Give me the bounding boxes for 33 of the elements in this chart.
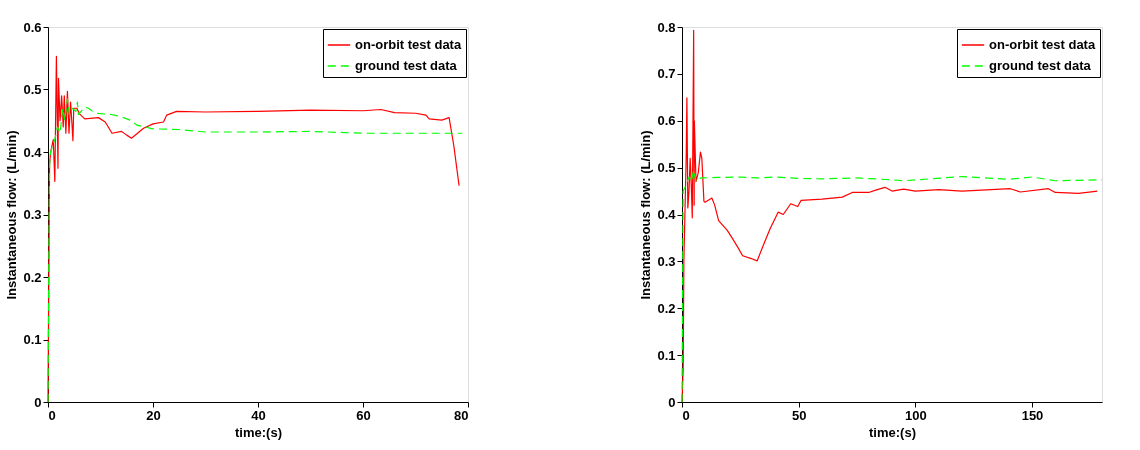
y-tick-label: 0.2 [23, 269, 42, 285]
x-tick-label: 150 [1021, 407, 1044, 423]
legend-label: ground test data [355, 58, 458, 73]
x-axis-title: time:(s) [869, 424, 916, 440]
y-tick-label: 0.7 [657, 66, 676, 82]
x-tick-label: 40 [251, 407, 266, 423]
legend-label: ground test data [989, 58, 1092, 73]
x-axis-title: time:(s) [235, 424, 282, 440]
y-axis-title: Instantaneous flow: (L/min) [4, 130, 20, 300]
y-tick-label: 0.3 [657, 253, 676, 269]
legend-label: on-orbit test data [989, 37, 1096, 52]
y-tick-label: 0.2 [657, 300, 676, 316]
y-tick-label: 0.1 [657, 347, 676, 363]
y-tick-label: 0.6 [657, 113, 676, 129]
x-tick-label: 20 [146, 407, 161, 423]
x-tick-label: 80 [454, 407, 469, 423]
y-tick-label: 0.4 [23, 144, 43, 160]
x-tick-label: 0 [682, 407, 690, 423]
y-tick-label: 0.6 [23, 19, 42, 35]
x-tick-label: 60 [356, 407, 371, 423]
y-axis-title: Instantaneous flow: (L/min) [638, 130, 654, 300]
x-tick-label: 100 [904, 407, 927, 423]
y-tick-label: 0.1 [23, 332, 42, 347]
legend-label: on-orbit test data [355, 37, 462, 52]
y-tick-label: 0.4 [657, 207, 677, 222]
y-tick-label: 0.5 [23, 82, 42, 97]
y-tick-label: 0.5 [657, 160, 676, 176]
y-tick-label: 0.8 [657, 19, 676, 35]
y-tick-label: 0.3 [23, 207, 42, 222]
y-tick-label: 0 [34, 394, 42, 410]
y-tick-label: 0 [668, 394, 676, 410]
x-tick-label: 50 [791, 407, 807, 423]
x-tick-label: 0 [48, 407, 56, 423]
